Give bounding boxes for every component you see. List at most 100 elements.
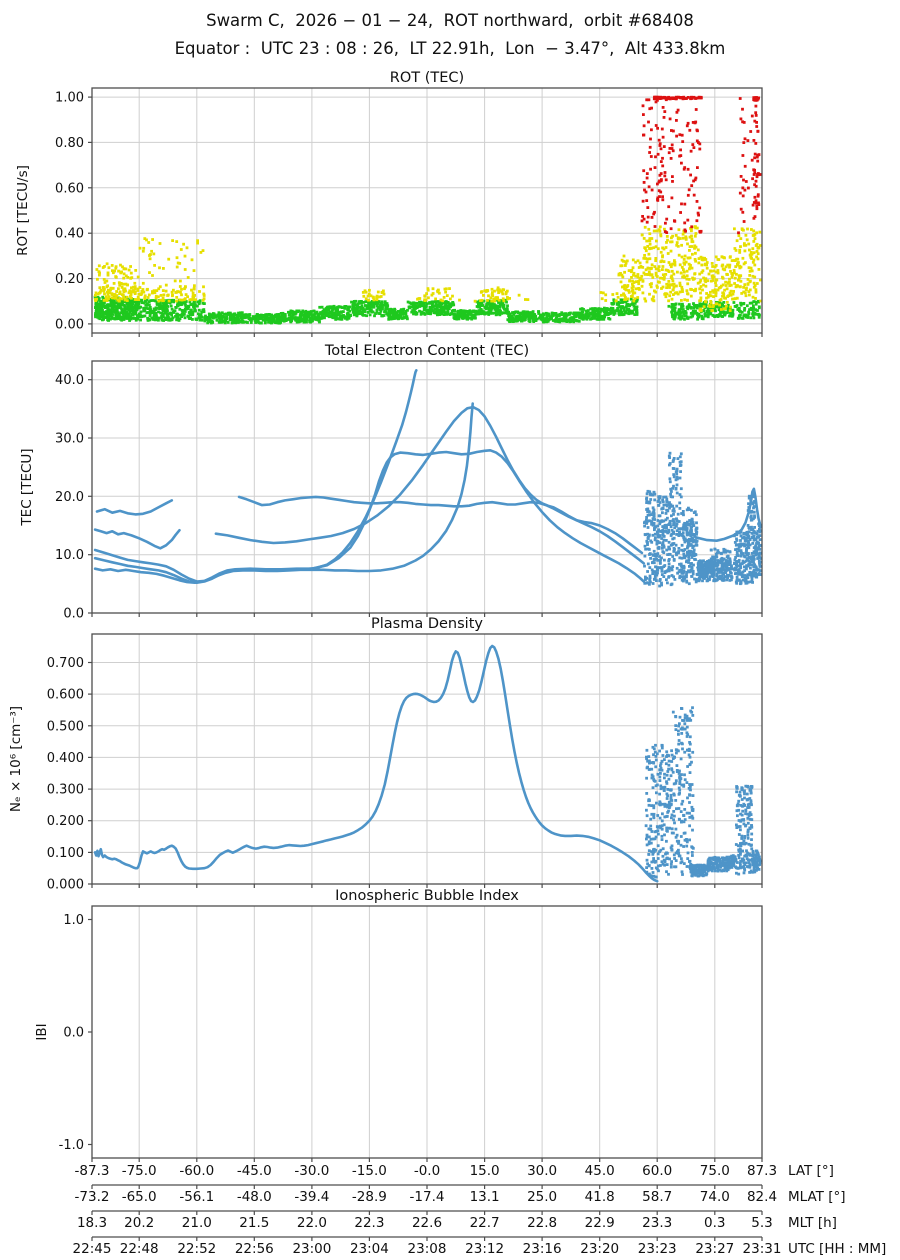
tec-blue-scatter-band <box>681 506 699 556</box>
xaxis-row-name: LAT [°] <box>788 1163 834 1179</box>
xaxis-row-label: 23:08 <box>408 1241 447 1257</box>
ne-title: Plasma Density <box>371 616 483 632</box>
ibi-ylabel: IBI <box>34 1023 50 1040</box>
xaxis-row-label: 22:45 <box>73 1241 112 1257</box>
rot-red-scatter-band <box>737 97 762 235</box>
xaxis-row-label: 22:48 <box>120 1241 159 1257</box>
xaxis-row-label: -87.3 <box>75 1163 110 1179</box>
xaxis-row-label: 23:20 <box>580 1241 619 1257</box>
figure-subtitle: Equator : UTC 23 : 08 : 26, LT 22.91h, L… <box>174 39 726 58</box>
xaxis-row-label: 21.0 <box>182 1215 212 1231</box>
rot-yellow-scatter-band <box>361 288 386 302</box>
rot-panel: 0.00 0.20 0.40 0.60 0.80 1.00 ROT (TEC) ROT [TE… <box>15 70 763 337</box>
y-tick-label: 0.300 <box>47 783 84 798</box>
xaxis-row-label: 74.0 <box>700 1189 730 1205</box>
xaxis-row-label: 87.3 <box>747 1163 777 1179</box>
rot-green-scatter-band <box>733 299 761 320</box>
ne-blue-scatter-band <box>734 784 754 876</box>
xaxis-row-label: 22.7 <box>470 1215 500 1231</box>
y-tick-label: 0.80 <box>55 136 84 151</box>
y-tick-label: 0.40 <box>55 227 84 242</box>
ne-blue-scatter-band <box>688 863 709 878</box>
rot-red-scatter-band <box>752 97 760 208</box>
ne-blue-scatter-band <box>751 849 762 874</box>
tec-ylabel: TEC [TECU] <box>19 448 35 526</box>
xaxis-row-label: 21.5 <box>239 1215 269 1231</box>
xaxis-row-label: -28.9 <box>352 1189 387 1205</box>
xaxis-row-label: 18.3 <box>77 1215 107 1231</box>
xaxis-row-label: 41.8 <box>585 1189 615 1205</box>
xaxis-row-label: 22.9 <box>585 1215 615 1231</box>
rot-yellow-scatter-band <box>732 227 762 303</box>
rot-yellow-scatter-band <box>93 286 206 303</box>
xaxis-row-label: -30.0 <box>294 1163 329 1179</box>
tec-blue-scatter-band <box>667 451 683 526</box>
y-tick-label: 0.500 <box>47 719 84 734</box>
rot-green-scatter-band <box>475 298 509 317</box>
xaxis-row-label: 22.6 <box>412 1215 442 1231</box>
y-tick-label: 0.700 <box>47 656 84 671</box>
rot-red-scatter-band <box>652 95 703 101</box>
rot-red-scatter-band <box>640 98 658 228</box>
rot-yellow-scatter-band <box>479 286 509 303</box>
ne-blue-scatter-band <box>644 743 674 879</box>
rot-green-scatter-band <box>541 311 582 324</box>
xaxis-row-label: -60.0 <box>179 1163 214 1179</box>
rot-green-scatter-band <box>667 302 705 321</box>
tec-trace <box>214 405 646 565</box>
tec-blue-scatter-band <box>645 489 657 527</box>
rot-red-scatter-band <box>656 98 703 234</box>
rot-title: ROT (TEC) <box>390 70 464 86</box>
rot-green-scatter-band <box>452 308 478 321</box>
y-tick-label: 1.0 <box>63 913 84 928</box>
ibi-title: Ionospheric Bubble Index <box>335 888 519 904</box>
y-tick-label: 10.0 <box>55 548 84 563</box>
tec-trace <box>93 402 474 584</box>
rot-green-scatter-band <box>279 309 321 324</box>
tec-trace <box>696 487 762 542</box>
rot-green-scatter-band <box>349 299 390 318</box>
figure-title: Swarm C, 2026 − 01 − 24, ROT northward, … <box>206 11 694 30</box>
ne-ylabel: Nₑ × 10⁶ [cm⁻³] <box>8 706 24 812</box>
xaxis-row-label: 15.0 <box>470 1163 500 1179</box>
tec-trace <box>93 528 181 550</box>
y-tick-label: 30.0 <box>55 432 84 447</box>
y-tick-label: 0.400 <box>47 751 84 766</box>
xaxis-row-label: 22:52 <box>177 1241 216 1257</box>
y-tick-label: 0.600 <box>47 688 84 703</box>
y-tick-label: 0.200 <box>47 814 84 829</box>
xaxis-row-label: 23:00 <box>292 1241 331 1257</box>
xaxis-row-label: 23:27 <box>695 1241 734 1257</box>
xaxis-row-label: 45.0 <box>585 1163 615 1179</box>
xaxis-row-2: 18.3 20.2 21.0 21.5 22.0 22.3 22.6 22.7 22.8 22.9… <box>77 1210 837 1231</box>
tec-panel: 0.0 10.0 20.0 30.0 40.0 Total Electron Conten… <box>19 343 763 622</box>
xaxis-row-label: 58.7 <box>642 1189 672 1205</box>
tec-trace <box>93 369 418 584</box>
y-tick-label: 0.000 <box>47 878 84 893</box>
xaxis-row-label: 23:23 <box>638 1241 677 1257</box>
xaxis-row-label: -39.4 <box>294 1189 329 1205</box>
ne-data <box>93 644 762 883</box>
xaxis-row-label: 0.3 <box>704 1215 725 1231</box>
ne-blue-scatter-band <box>671 706 695 876</box>
xaxis-row-label: 13.1 <box>470 1189 500 1205</box>
xaxis-row-label: -75.0 <box>122 1163 157 1179</box>
xaxis-row-label: 22.3 <box>354 1215 384 1231</box>
tec-blue-scatter-band <box>656 495 670 539</box>
ne-blue-scatter-band <box>706 855 730 873</box>
xaxis-row-label: 5.3 <box>751 1215 772 1231</box>
xaxis-row-label: -73.2 <box>75 1189 110 1205</box>
rot-yellow-scatter-band <box>617 254 644 303</box>
xaxis-row-label: 22.8 <box>527 1215 557 1231</box>
rot-green-scatter-band <box>318 304 352 321</box>
y-tick-label: 0.0 <box>63 1026 84 1041</box>
xaxis-row-name: UTC [HH : MM] <box>788 1241 886 1257</box>
xaxis-row-label: 22:56 <box>235 1241 274 1257</box>
y-tick-label: 40.0 <box>55 373 84 388</box>
xaxis-row-label: -15.0 <box>352 1163 387 1179</box>
xaxis-row-label: 23.3 <box>642 1215 672 1231</box>
xaxis-row-0: -87.3 -75.0 -60.0 -45.0 -30.0 -15.0 -0.0 15.0 30… <box>75 1163 834 1179</box>
rot-green-scatter-band <box>506 310 544 323</box>
